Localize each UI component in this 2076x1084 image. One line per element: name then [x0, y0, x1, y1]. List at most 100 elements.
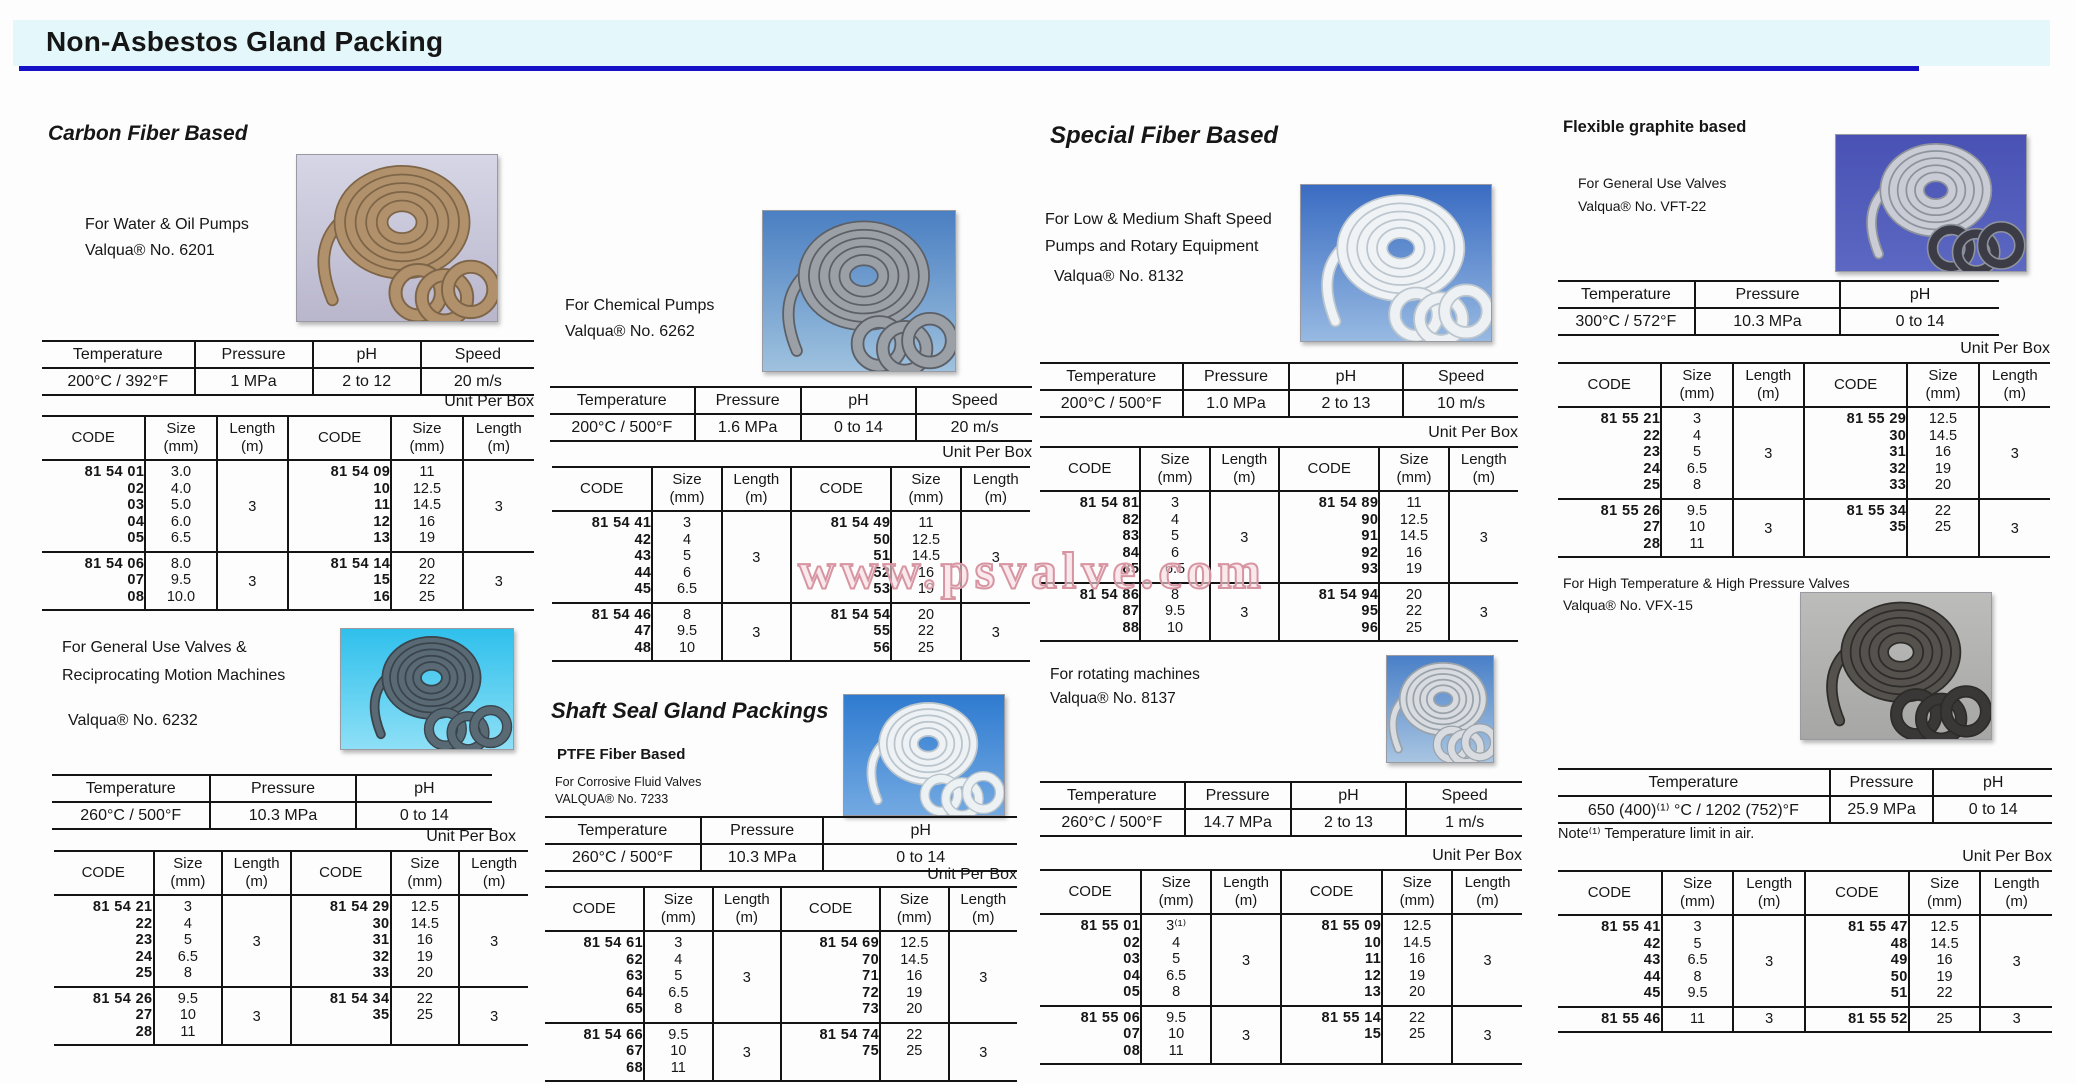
- size-code-table: CODE Size (mm) Length (m) CODE Size (mm) Length(…: [1040, 446, 1518, 642]
- spec-value-cell: 200°C / 392°F: [67, 372, 169, 390]
- packing-coil-illustration: [341, 629, 513, 749]
- length-value-cell: 3: [1731, 407, 1804, 499]
- spec-table: Temperature Pressure pH 260°C / 500°F 10.3 M…: [52, 774, 492, 830]
- product-description: For rotating machines Valqua® No. 8137: [1050, 663, 1200, 711]
- length-value-cell: 3: [1208, 491, 1279, 583]
- product-code-cell: 81 55 47: [1803, 915, 1909, 936]
- product-code-cell: 08: [127, 588, 145, 605]
- size-value-cell: 8.0: [144, 550, 217, 572]
- product-code-cell: 81 54 26: [54, 985, 154, 1007]
- spec-header-cell: Speed: [1405, 782, 1522, 810]
- length-value-cell: 3: [947, 931, 1017, 1023]
- product-code-cell: 81 54 94: [1277, 581, 1380, 603]
- section-rotating-8137: For rotating machines Valqua® No. 8137 Te…: [1040, 655, 1540, 1065]
- size-value-cell: 16: [390, 513, 463, 530]
- spec-table: Temperature Pressure pH Speed 200°C / 500°F 1…: [1040, 362, 1518, 418]
- text-line: For Chemical Pumps: [565, 297, 715, 314]
- spec-table: Temperature Pressure pH Speed 200°C / 392°F 1…: [42, 340, 534, 396]
- spec-header-cell: pH: [1289, 782, 1407, 810]
- product-code-cell: 47: [634, 623, 652, 639]
- product-code-cell: 49: [1803, 952, 1909, 969]
- product-code-cell: 22: [1643, 427, 1661, 444]
- size-value-cell: 11: [152, 1023, 223, 1045]
- length-value-cell: 3: [959, 601, 1030, 661]
- column-header-cell: CODE: [1279, 870, 1383, 915]
- product-code-cell: 83: [1122, 528, 1140, 544]
- spec-table-8137: Temperature Pressure pH Speed 260°C / 500°F 1…: [1040, 781, 1522, 837]
- column-header-cell: Size (mm): [1906, 363, 1979, 408]
- spec-value-cell: 10 m/s: [1402, 390, 1518, 417]
- product-code-cell: 04: [1123, 967, 1141, 984]
- size-value-cell: 10.0: [144, 588, 217, 610]
- size-value-cell: 6: [651, 564, 722, 581]
- text-line: For High Temperature & High Pressure Val…: [1563, 575, 1850, 591]
- size-value-cell: 6.5: [643, 984, 713, 1001]
- column-header-cell: CODE: [1802, 363, 1908, 408]
- size-value-cell: 22: [890, 623, 961, 640]
- column-header-cell: Size (mm): [890, 467, 961, 512]
- size-value-cell: 22: [389, 985, 460, 1007]
- size-value-cell: 25: [389, 1007, 460, 1024]
- column-header-cell: Length (m): [461, 416, 534, 461]
- size-table-8132: CODE Size (mm) Length (m) CODE Size (mm) Length(…: [1040, 446, 1518, 642]
- length-value-cell: 3: [1977, 407, 2050, 499]
- spec-value-cell: 0 to 14: [799, 414, 917, 441]
- size-value-cell: 12.5: [1907, 915, 1981, 936]
- product-code-cell: 87: [1122, 603, 1140, 619]
- length-value-cell: 3: [959, 511, 1030, 603]
- product-code-cell: 32: [1802, 460, 1908, 477]
- product-description-2: Valqua® No. 8132: [1054, 264, 1184, 290]
- spec-value-cell: 10.3 MPa: [699, 844, 824, 871]
- product-code-cell: 81 54 21: [92, 899, 153, 915]
- product-code-cell: 22: [135, 915, 153, 932]
- length-value-cell: 3: [461, 550, 534, 610]
- product-code-cell: 25: [1643, 477, 1661, 493]
- size-value-cell: 14.5: [389, 915, 460, 932]
- size-value-cell: 9.5: [651, 623, 722, 640]
- length-value-cell: 3: [1210, 914, 1281, 1006]
- product-code-cell: 75: [779, 1043, 881, 1060]
- packing-coil-illustration: [1801, 593, 1991, 739]
- column-header-cell: Size (mm): [390, 416, 463, 461]
- length-value-cell: 3: [215, 550, 288, 610]
- spec-table-7233: Temperature Pressure pH 260°C / 500°F 10.3 M…: [545, 816, 1017, 872]
- product-code-cell: 27: [1643, 519, 1661, 535]
- size-value-cell: 6.0: [144, 513, 217, 530]
- spec-value-cell: 260°C / 500°F: [1061, 813, 1163, 831]
- spec-header-cell: Pressure: [193, 341, 313, 369]
- product-code-cell: 64: [626, 984, 644, 1001]
- spec-value-cell: 20 m/s: [419, 368, 534, 395]
- product-description-2: Valqua® No. 6232: [68, 708, 198, 734]
- product-code-cell: 96: [1277, 619, 1380, 641]
- size-value-cell: 11: [643, 1059, 713, 1081]
- product-code-cell: 04: [127, 513, 145, 530]
- size-value-cell: 10: [152, 1007, 223, 1024]
- product-code-cell: 71: [779, 968, 881, 985]
- spec-value-cell: 650 (400)⁽¹⁾ °C / 1202 (752)°F: [1587, 801, 1799, 819]
- spec-header-cell: Temperature: [1040, 363, 1184, 391]
- product-code-cell: [779, 1059, 881, 1081]
- size-value-cell: 22: [390, 572, 463, 589]
- spec-header-cell: Speed: [1402, 363, 1518, 391]
- length-value-cell: 3: [221, 895, 291, 987]
- size-value-cell: 4: [643, 951, 713, 968]
- product-code-cell: 81 55 46: [1558, 1005, 1662, 1032]
- product-code-cell: 24: [1643, 460, 1661, 477]
- size-value-cell: 14.5: [390, 497, 463, 514]
- size-value-cell: 20: [1381, 984, 1453, 1006]
- product-code-cell: [289, 1023, 391, 1045]
- column-header-cell: Length (m): [711, 887, 781, 932]
- column-header-cell: Size (mm): [389, 851, 460, 896]
- text-line: Valqua® No. VFT-22: [1578, 198, 1707, 214]
- size-value-cell: 19: [1378, 561, 1449, 583]
- size-value-cell: [1906, 535, 1979, 557]
- size-value-cell: 16: [879, 968, 949, 985]
- product-code-cell: 81 54 06: [42, 550, 146, 572]
- size-value-cell: 10: [643, 1043, 713, 1060]
- size-value-cell: 19: [1907, 968, 1981, 985]
- column-header-cell: CODE: [42, 416, 146, 461]
- text-line: Valqua® No. 6232: [68, 712, 198, 729]
- size-code-table: CODE Size (mm) Length (m) CODE Size (mm) Length(…: [1040, 869, 1522, 1065]
- spec-table-6262: Temperature Pressure pH Speed 200°C / 500°F 1…: [550, 386, 1032, 442]
- spec-value-cell: 1 m/s: [1405, 809, 1522, 836]
